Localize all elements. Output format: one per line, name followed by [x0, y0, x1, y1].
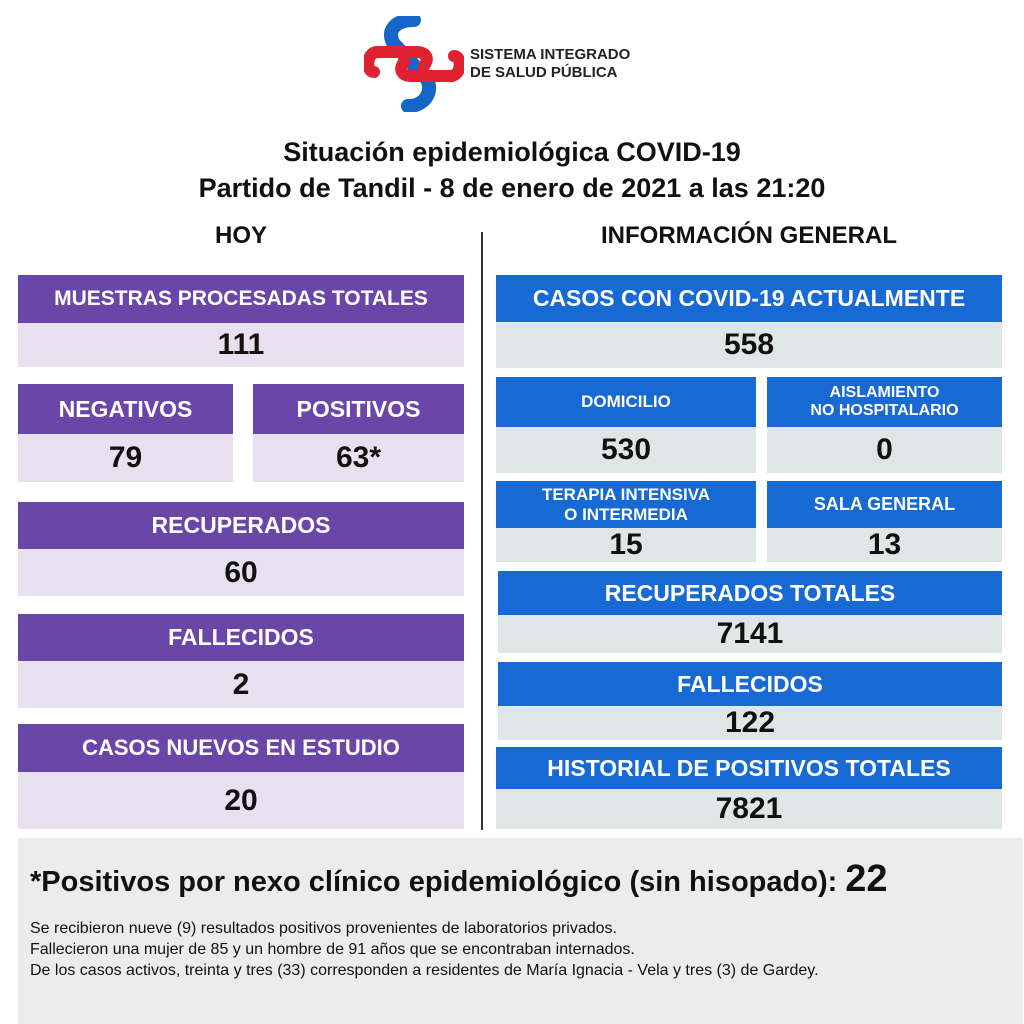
historial-value: 7821	[496, 789, 1002, 829]
note-line: Fallecieron una mujer de 85 y un hombre …	[30, 941, 635, 958]
org-line-1: SISTEMA INTEGRADO	[470, 46, 631, 63]
domicilio-value: 530	[496, 427, 756, 473]
nexo-clinico: *Positivos por nexo clínico epidemiológi…	[30, 858, 888, 901]
aislamiento-header: AISLAMIENTO NO HOSPITALARIO	[767, 377, 1002, 427]
hoy-heading: HOY	[214, 222, 267, 249]
recuperados-hoy-value: 60	[18, 549, 464, 596]
muestras-value: 111	[18, 323, 464, 367]
domicilio-header: DOMICILIO	[496, 377, 756, 427]
nexo-label: *Positivos por nexo clínico epidemiológi…	[30, 866, 838, 898]
negativos-header: NEGATIVOS	[18, 384, 233, 434]
casos-nuevos-value: 20	[18, 772, 464, 829]
fallecidos-totales-value: 122	[498, 706, 1002, 740]
positivos-header: POSITIVOS	[253, 384, 464, 434]
muestras-header: MUESTRAS PROCESADAS TOTALES	[18, 275, 464, 323]
casos-nuevos-header: CASOS NUEVOS EN ESTUDIO	[18, 724, 464, 772]
aislamiento-label-2: NO HOSPITALARIO	[810, 402, 959, 419]
recuperados-hoy-header: RECUPERADOS	[18, 502, 464, 549]
page-title: Situación epidemiológica COVID-19	[283, 137, 741, 167]
nexo-value: 22	[845, 858, 888, 900]
page-subtitle: Partido de Tandil - 8 de enero de 2021 a…	[198, 173, 826, 203]
recuperados-totales-value: 7141	[498, 615, 1002, 653]
fallecidos-totales-header: FALLECIDOS	[498, 662, 1002, 706]
terapia-value: 15	[496, 528, 756, 562]
historial-header: HISTORIAL DE POSITIVOS TOTALES	[496, 747, 1002, 789]
casos-actuales-value: 558	[496, 322, 1002, 368]
positivos-value: 63*	[253, 434, 464, 482]
aislamiento-value: 0	[767, 427, 1002, 473]
sala-general-value: 13	[767, 528, 1002, 562]
fallecidos-hoy-value: 2	[18, 661, 464, 708]
general-heading: INFORMACIÓN GENERAL	[601, 222, 897, 249]
footer-notes: Se recibieron nueve (9) resultados posit…	[30, 918, 819, 981]
sisp-logo	[364, 16, 464, 112]
note-line: Se recibieron nueve (9) resultados posit…	[30, 920, 617, 937]
fallecidos-hoy-header: FALLECIDOS	[18, 614, 464, 661]
sala-general-header: SALA GENERAL	[767, 481, 1002, 528]
negativos-value: 79	[18, 434, 233, 482]
casos-actuales-header: CASOS CON COVID-19 ACTUALMENTE	[496, 275, 1002, 322]
terapia-label-2: O INTERMEDIA	[564, 504, 688, 524]
aislamiento-label-1: AISLAMIENTO	[829, 383, 940, 401]
recuperados-totales-header: RECUPERADOS TOTALES	[498, 571, 1002, 615]
org-line-2: DE SALUD PÚBLICA	[470, 64, 618, 81]
terapia-header: TERAPIA INTENSIVA O INTERMEDIA	[496, 481, 756, 528]
column-divider	[481, 232, 483, 830]
terapia-label-1: TERAPIA INTENSIVA	[541, 484, 711, 504]
note-line: De los casos activos, treinta y tres (33…	[30, 962, 819, 979]
org-name: SISTEMA INTEGRADO DE SALUD PÚBLICA	[470, 46, 630, 82]
footer-panel	[18, 838, 1023, 1024]
